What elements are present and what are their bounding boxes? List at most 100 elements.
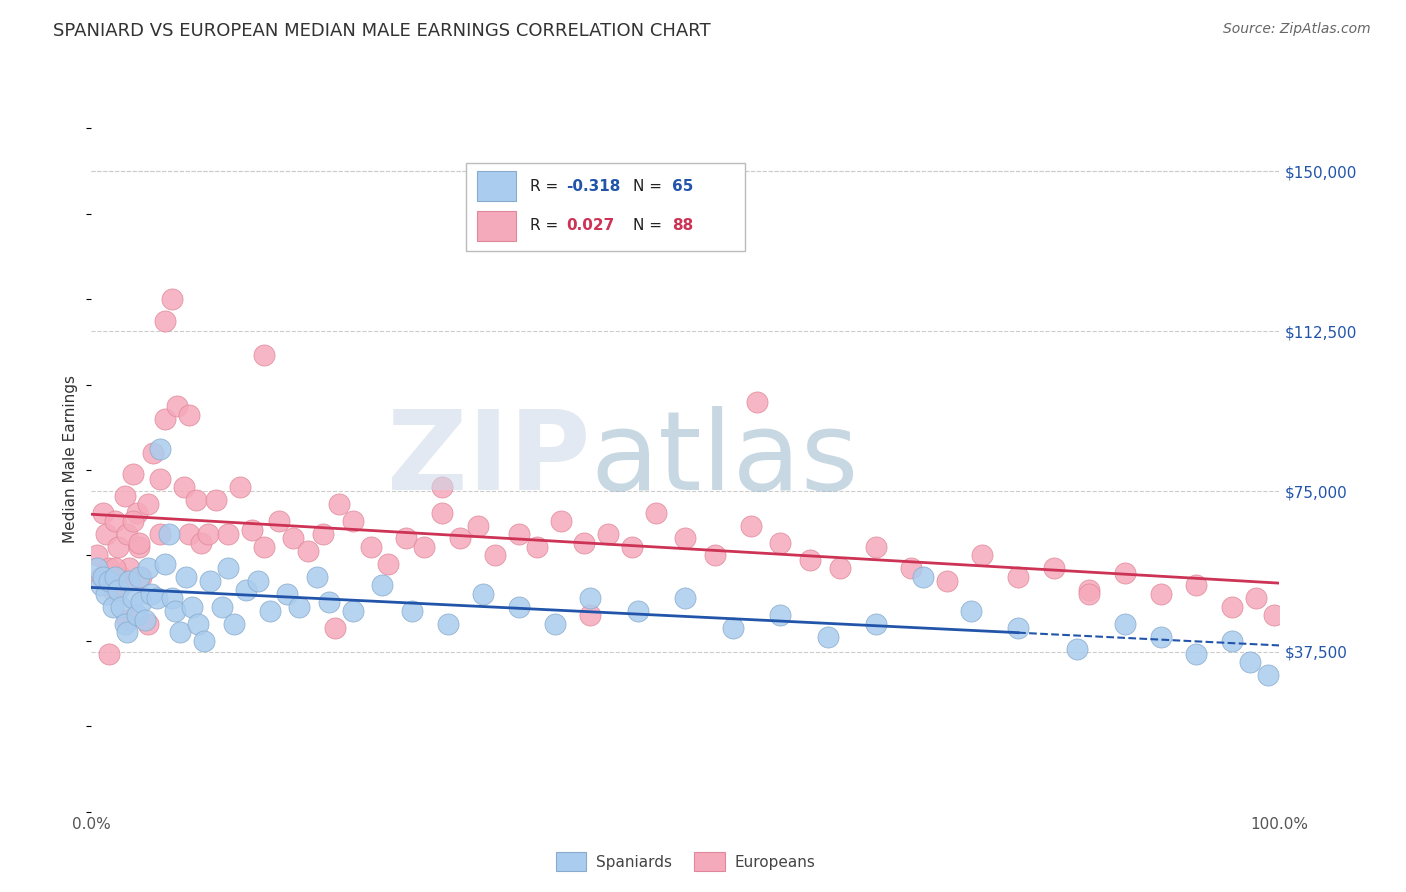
Legend: Spaniards, Europeans: Spaniards, Europeans <box>555 853 815 871</box>
Point <box>177 527 200 541</box>
Point <box>157 527 180 541</box>
Point <box>217 561 239 575</box>
Point <box>181 599 204 614</box>
Text: 0.027: 0.027 <box>567 219 614 234</box>
Point <box>129 570 152 584</box>
Point <box>110 578 132 592</box>
Point <box>1078 582 1101 597</box>
Point <box>253 540 276 554</box>
Point <box>98 561 121 575</box>
Point <box>110 570 132 584</box>
Point <box>128 535 150 549</box>
Point <box>484 549 506 563</box>
Point <box>110 599 132 614</box>
Point <box>550 514 572 528</box>
Point <box>704 549 727 563</box>
Point <box>276 587 298 601</box>
Point <box>114 616 136 631</box>
Point <box>129 595 152 609</box>
Point <box>91 570 114 584</box>
Point <box>163 604 186 618</box>
Point <box>153 412 176 426</box>
Text: R =: R = <box>530 178 562 194</box>
Point <box>122 591 145 606</box>
Point <box>430 480 453 494</box>
Point <box>240 523 263 537</box>
Point <box>1257 668 1279 682</box>
Point <box>128 540 150 554</box>
Point <box>235 582 257 597</box>
Text: SPANIARD VS EUROPEAN MEDIAN MALE EARNINGS CORRELATION CHART: SPANIARD VS EUROPEAN MEDIAN MALE EARNING… <box>53 22 711 40</box>
Point <box>467 518 489 533</box>
Point <box>104 514 127 528</box>
Point <box>184 492 207 507</box>
Point <box>114 489 136 503</box>
Point <box>193 633 215 648</box>
Point <box>173 480 195 494</box>
Point <box>828 561 851 575</box>
Point <box>211 599 233 614</box>
Point <box>217 527 239 541</box>
Point <box>342 514 364 528</box>
Point <box>197 527 219 541</box>
Point <box>959 604 981 618</box>
Point <box>125 608 148 623</box>
Point <box>107 540 129 554</box>
Point <box>323 621 346 635</box>
Point <box>1114 566 1136 580</box>
Point <box>222 616 245 631</box>
Point <box>799 553 821 567</box>
Point <box>94 527 117 541</box>
Point <box>122 467 145 482</box>
Point <box>508 599 530 614</box>
Point <box>401 604 423 618</box>
Point <box>579 591 602 606</box>
Point <box>377 557 399 571</box>
Point <box>865 616 887 631</box>
Point <box>574 535 596 549</box>
Point <box>149 527 172 541</box>
Point <box>449 532 471 546</box>
Point <box>122 514 145 528</box>
Point <box>288 599 311 614</box>
Point <box>627 604 650 618</box>
Point <box>104 570 127 584</box>
Point <box>205 492 228 507</box>
Point <box>145 591 167 606</box>
Point <box>176 570 198 584</box>
Point <box>166 399 188 413</box>
Text: Source: ZipAtlas.com: Source: ZipAtlas.com <box>1223 22 1371 37</box>
Point <box>86 561 108 575</box>
Point <box>508 527 530 541</box>
Point <box>1185 647 1208 661</box>
Point <box>526 540 548 554</box>
Point <box>107 582 129 597</box>
Point <box>101 582 124 597</box>
Point <box>620 540 643 554</box>
Point <box>911 570 934 584</box>
Point <box>118 574 141 588</box>
Point <box>259 604 281 618</box>
Point <box>644 506 666 520</box>
Point <box>142 446 165 460</box>
Text: ZIP: ZIP <box>387 406 591 513</box>
Point <box>128 570 150 584</box>
Point <box>1220 633 1243 648</box>
Point <box>94 587 117 601</box>
Point <box>360 540 382 554</box>
Point <box>740 518 762 533</box>
Point <box>972 549 994 563</box>
Point <box>98 574 121 588</box>
Point <box>472 587 495 601</box>
Point <box>115 625 138 640</box>
Point <box>149 442 172 456</box>
Point <box>579 608 602 623</box>
Point <box>297 544 319 558</box>
Point <box>139 587 162 601</box>
FancyBboxPatch shape <box>465 163 745 252</box>
Point <box>283 532 305 546</box>
Point <box>1149 630 1171 644</box>
Text: N =: N = <box>633 219 666 234</box>
Point <box>187 616 209 631</box>
Point <box>269 514 291 528</box>
